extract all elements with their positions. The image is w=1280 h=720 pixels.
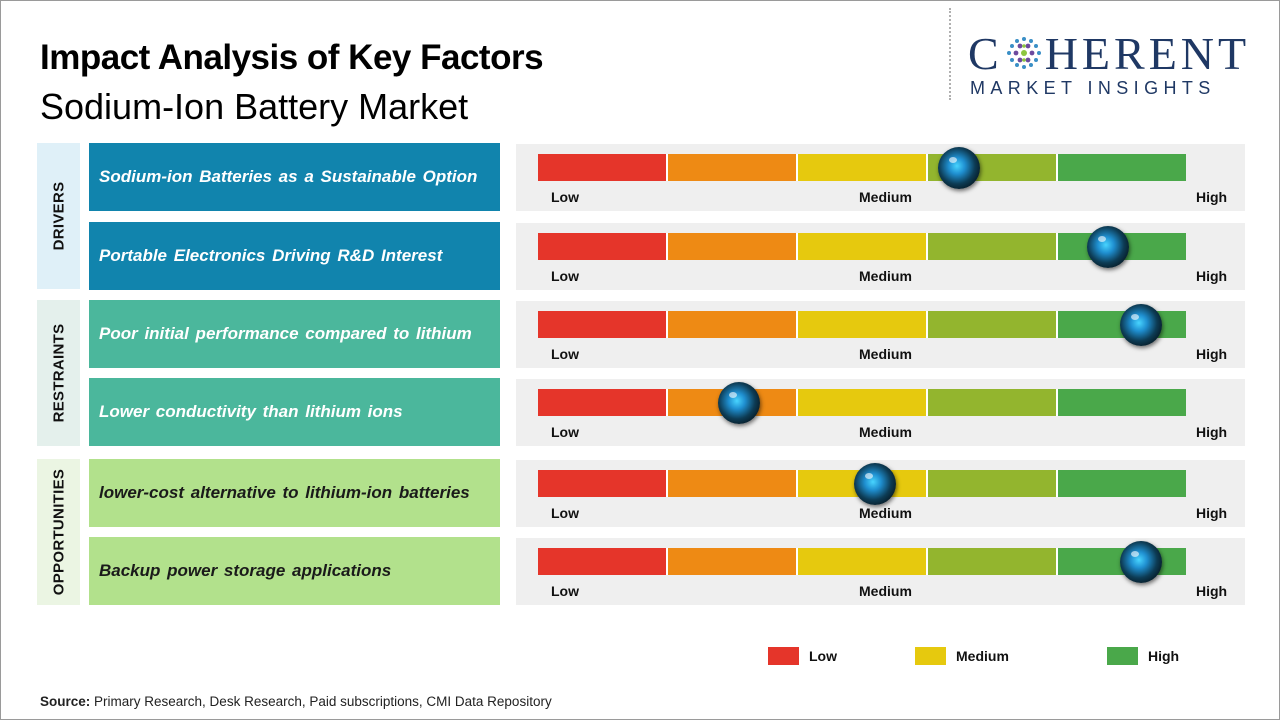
scale-medium-label: Medium	[859, 583, 912, 599]
legend-label: High	[1148, 648, 1180, 664]
scale-segment	[668, 311, 798, 338]
scale-high-label: High	[1196, 505, 1228, 521]
legend-item-low: Low	[768, 647, 837, 665]
source-note: Source: Primary Research, Desk Research,…	[40, 694, 552, 709]
factor-box: Lower conductivity than lithium ions	[89, 378, 500, 446]
impact-panel: Low Medium High	[516, 460, 1245, 527]
legend-label: Low	[809, 648, 837, 664]
impact-marker	[1119, 540, 1162, 583]
scale-segment	[538, 311, 668, 338]
impact-scale-bar	[538, 389, 1186, 416]
legend-label: Medium	[956, 648, 1009, 664]
legend-item-high: High	[1107, 647, 1179, 665]
page-subtitle: Sodium-Ion Battery Market	[40, 86, 469, 127]
scale-medium-label: Medium	[859, 505, 912, 521]
logo-tagline: MARKET INSIGHTS	[970, 78, 1216, 98]
scale-segment	[538, 154, 668, 181]
legend-swatch	[915, 647, 946, 665]
impact-marker	[938, 146, 981, 189]
impact-scale-bar	[538, 548, 1186, 575]
logo-letter-c: C	[968, 28, 1003, 79]
category-restraints: RESTRAINTS	[37, 300, 80, 446]
scale-low-label: Low	[551, 268, 579, 284]
factor-label: lower-cost alternative to lithium-ion ba…	[99, 483, 470, 502]
scale-low-label: Low	[551, 583, 579, 599]
scale-segment	[1058, 389, 1186, 416]
scale-segment	[538, 470, 668, 497]
category-drivers: DRIVERS	[37, 143, 80, 289]
impact-scale-bar	[538, 154, 1186, 181]
legend-swatch	[768, 647, 799, 665]
impact-panel: Low Medium High	[516, 538, 1245, 605]
scale-high-label: High	[1196, 268, 1228, 284]
legend-item-medium: Medium	[915, 647, 1009, 665]
scale-low-label: Low	[551, 189, 579, 205]
impact-scale-bar	[538, 470, 1186, 497]
scale-low-label: Low	[551, 424, 579, 440]
source-label: Source:	[40, 694, 91, 709]
scale-medium-label: Medium	[859, 346, 912, 362]
logo-wordmark: C HERENT	[968, 30, 1250, 78]
factor-box: Poor initial performance compared to lit…	[89, 300, 500, 368]
factor-label: Lower conductivity than lithium ions	[99, 402, 403, 421]
factor-label: Portable Electronics Driving R&D Interes…	[99, 246, 443, 265]
scale-segment	[1058, 154, 1186, 181]
scale-high-label: High	[1196, 424, 1228, 440]
scale-segment	[798, 311, 928, 338]
factor-label: Sodium-ion Batteries as a Sustainable Op…	[99, 167, 478, 186]
logo-divider	[949, 8, 951, 100]
scale-segment	[928, 548, 1058, 575]
legend-swatch	[1107, 647, 1138, 665]
source-text: Primary Research, Desk Research, Paid su…	[94, 694, 552, 709]
scale-low-label: Low	[551, 505, 579, 521]
factor-box: lower-cost alternative to lithium-ion ba…	[89, 459, 500, 527]
scale-segment	[668, 470, 798, 497]
scale-high-label: High	[1196, 189, 1228, 205]
factor-box: Sodium-ion Batteries as a Sustainable Op…	[89, 143, 500, 211]
scale-segment	[928, 389, 1058, 416]
scale-medium-label: Medium	[859, 424, 912, 440]
scale-segment	[928, 233, 1058, 260]
impact-marker	[717, 381, 760, 424]
impact-panel: Low Medium High	[516, 144, 1245, 211]
category-label: RESTRAINTS	[50, 323, 67, 423]
scale-segment	[538, 389, 668, 416]
scale-segment	[928, 311, 1058, 338]
scale-segment	[1058, 470, 1186, 497]
factor-label: Backup power storage applications	[99, 561, 392, 580]
scale-segment	[928, 470, 1058, 497]
scale-high-label: High	[1196, 583, 1228, 599]
category-label: DRIVERS	[50, 181, 67, 251]
scale-segment	[668, 548, 798, 575]
scale-segment	[668, 154, 798, 181]
impact-panel: Low Medium High	[516, 379, 1245, 446]
impact-marker	[1119, 303, 1162, 346]
page-title: Impact Analysis of Key Factors	[40, 38, 544, 77]
category-opportunities: OPPORTUNITIES	[37, 459, 80, 605]
scale-segment	[798, 154, 928, 181]
scale-segment	[798, 389, 928, 416]
impact-marker	[1087, 225, 1130, 268]
impact-panel: Low Medium High	[516, 223, 1245, 290]
scale-segment	[668, 233, 798, 260]
scale-medium-label: Medium	[859, 268, 912, 284]
scale-segment	[798, 548, 928, 575]
scale-segment	[798, 233, 928, 260]
factor-box: Portable Electronics Driving R&D Interes…	[89, 222, 500, 290]
scale-segment	[538, 233, 668, 260]
company-logo: C HERENT MARKET INSIGHTS	[968, 30, 1268, 100]
scale-segment	[538, 548, 668, 575]
factor-box: Backup power storage applications	[89, 537, 500, 605]
factor-label: Poor initial performance compared to lit…	[99, 324, 472, 343]
logo-dot-globe-icon	[1006, 37, 1041, 69]
impact-scale-bar	[538, 233, 1186, 260]
impact-scale-bar	[538, 311, 1186, 338]
logo-letters-herent: HERENT	[1044, 28, 1251, 79]
impact-panel: Low Medium High	[516, 301, 1245, 368]
impact-marker	[853, 462, 896, 505]
scale-low-label: Low	[551, 346, 579, 362]
category-label: OPPORTUNITIES	[50, 468, 67, 596]
scale-high-label: High	[1196, 346, 1228, 362]
scale-medium-label: Medium	[859, 189, 912, 205]
